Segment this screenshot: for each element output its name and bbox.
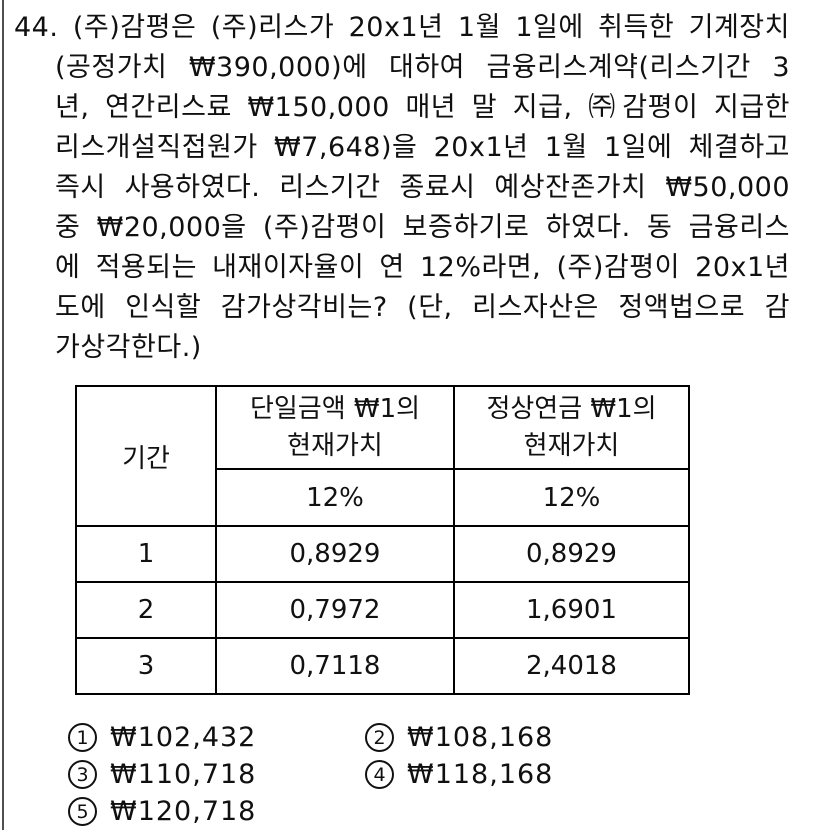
table-cell-annuity-3: 2,4018 — [453, 637, 690, 695]
option-1-number: 1 — [76, 726, 89, 749]
question-line-1: 44. (주)감평은 (주)리스가 20x1년 1월 1일에 취득한 기계장치 — [14, 8, 790, 48]
question-text: (주)감평은 (주)리스가 20x1년 1월 1일에 취득한 기계장치 — [72, 12, 790, 43]
option-2-amount: ₩108,168 — [407, 722, 554, 753]
option-3-amount: ₩110,718 — [110, 759, 257, 790]
option-1-number-circle: 1 — [68, 723, 97, 752]
table-cell-single-2: 0,7972 — [215, 581, 455, 639]
question-line-2: (공정가치 ₩390,000)에 대하여 금융리스계약(리스기간 3 — [55, 52, 790, 83]
option-4-number: 4 — [373, 763, 386, 786]
question-line-7: 에 적용되는 내재이자율이 연 12%라면, (주)감평이 20x1년 — [55, 252, 790, 283]
table-header-single-amount-line1: 단일금액 ₩1의 — [249, 393, 421, 424]
table-cell-period-2: 2 — [75, 581, 217, 639]
table-row: 3 0,7118 2,4018 — [75, 637, 690, 695]
table-cell-single-3: 0,7118 — [215, 637, 455, 695]
answer-option-5: 5 ₩120,718 — [68, 793, 365, 830]
answer-option-4: 4 ₩118,168 — [365, 756, 695, 793]
option-2-number-circle: 2 — [365, 723, 394, 752]
table-header-annuity-line2: 현재가치 — [523, 430, 620, 461]
question-line-4: 리스개설직접원가 ₩7,648)을 20x1년 1월 1일에 체결하고 — [55, 132, 790, 163]
option-5-amount: ₩120,718 — [110, 796, 257, 827]
question-block: 44. (주)감평은 (주)리스가 20x1년 1월 1일에 취득한 기계장치 … — [14, 8, 790, 368]
question-line-9: 가상각한다.) — [55, 332, 202, 363]
option-3-number-circle: 3 — [68, 760, 97, 789]
question-line-5: 즉시 사용하였다. 리스기간 종료시 예상잔존가치 ₩50,000 — [55, 172, 790, 203]
question-number: 44. — [14, 12, 59, 43]
table-cell-annuity-1: 0,8929 — [453, 525, 690, 583]
table-rate-annuity: 12% — [453, 468, 690, 527]
answer-option-3: 3 ₩110,718 — [68, 756, 365, 793]
table-cell-annuity-2: 1,6901 — [453, 581, 690, 639]
table-cell-period-1: 1 — [75, 525, 217, 583]
table-rate-single: 12% — [215, 468, 455, 527]
table-header-single-amount: 단일금액 ₩1의 현재가치 — [215, 385, 455, 470]
table-row: 2 0,7972 1,6901 — [75, 581, 690, 639]
table-header-annuity-line1: 정상연금 ₩1의 — [486, 393, 657, 424]
column-divider-line — [2, 0, 4, 830]
question-line-3: 년, 연간리스료 ₩150,000 매년 말 지급, ㈜감평이 지급한 — [55, 92, 790, 123]
table-header-single-amount-line2: 현재가치 — [287, 430, 383, 461]
option-3-number: 3 — [76, 763, 89, 786]
question-line-8: 도에 인식할 감가상각비는? (단, 리스자산은 정액법으로 감 — [55, 292, 790, 323]
present-value-table: 기간 단일금액 ₩1의 현재가치 정상연금 ₩1의 현재가치 12% 12% 1… — [75, 385, 690, 695]
question-line-6: 중 ₩20,000을 (주)감평이 보증하기로 하였다. 동 금융리스 — [55, 212, 790, 243]
answer-option-1: 1 ₩102,432 — [68, 719, 365, 756]
table-header-period: 기간 — [75, 385, 217, 527]
answer-option-2: 2 ₩108,168 — [365, 719, 695, 756]
option-1-amount: ₩102,432 — [110, 722, 257, 753]
table-header-annuity: 정상연금 ₩1의 현재가치 — [453, 385, 690, 470]
option-4-amount: ₩118,168 — [407, 759, 554, 790]
option-2-number: 2 — [373, 726, 386, 749]
table-row: 1 0,8929 0,8929 — [75, 525, 690, 583]
option-5-number-circle: 5 — [68, 797, 97, 826]
option-4-number-circle: 4 — [365, 760, 394, 789]
table-cell-period-3: 3 — [75, 637, 217, 695]
option-5-number: 5 — [76, 800, 89, 823]
table-cell-single-1: 0,8929 — [215, 525, 455, 583]
answer-options: 1 ₩102,432 2 ₩108,168 3 ₩110,718 4 ₩118,… — [68, 719, 695, 830]
